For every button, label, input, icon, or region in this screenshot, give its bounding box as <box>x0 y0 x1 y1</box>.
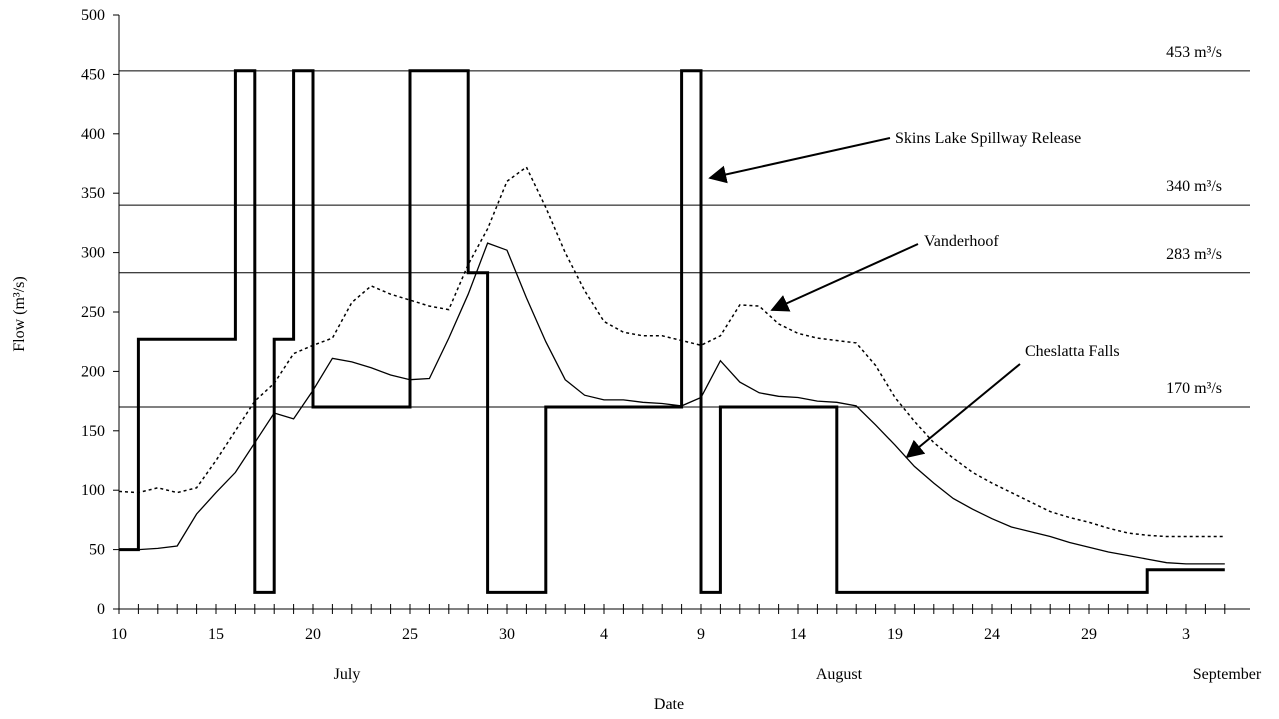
annotations: Skins Lake Spillway Release Vanderhoof Che… <box>708 130 1120 459</box>
axes: 0 50 100 150 200 250 300 350 400 450 500 10 15 20 25 30… <box>81 7 1262 683</box>
x-tick-label: 15 <box>208 626 224 643</box>
y-tick-label: 50 <box>89 542 105 559</box>
x-axis-title: Date <box>654 696 684 713</box>
annotation-arrow <box>905 363 1021 459</box>
x-tick-label: 20 <box>305 626 321 643</box>
y-axis-title: Flow (m³/s) <box>11 276 28 351</box>
x-tick-label: 3 <box>1182 626 1190 643</box>
x-tick-label: 24 <box>984 626 1000 643</box>
reference-lines: 453 m³/s 340 m³/s 283 m³/s 170 m³/s <box>119 44 1250 408</box>
series-line-cheslatta-falls <box>119 242 1225 565</box>
series-group <box>118 69 1225 594</box>
annotation-label: Vanderhoof <box>924 233 999 250</box>
month-label: September <box>1193 666 1262 683</box>
x-tick-label: 10 <box>111 626 127 643</box>
annotation-arrow <box>770 243 919 312</box>
y-tick-label: 400 <box>81 126 105 143</box>
annotation-label: Cheslatta Falls <box>1025 343 1120 360</box>
month-label: August <box>816 666 863 683</box>
y-tick-label: 300 <box>81 245 105 262</box>
y-tick-label: 450 <box>81 66 105 83</box>
series-line-vanderhoof <box>118 165 1225 538</box>
y-tick-label: 350 <box>81 185 105 202</box>
y-tick-label: 200 <box>81 363 105 380</box>
reference-line-label: 283 m³/s <box>1166 246 1222 263</box>
y-tick-label: 500 <box>81 7 105 24</box>
x-tick-label: 25 <box>402 626 418 643</box>
annotation-label: Skins Lake Spillway Release <box>895 130 1081 147</box>
reference-line-label: 340 m³/s <box>1166 178 1222 195</box>
y-tick-label: 0 <box>97 601 105 618</box>
y-tick-label: 100 <box>81 482 105 499</box>
annotation-arrow <box>708 137 891 184</box>
x-tick-label: 4 <box>600 626 608 643</box>
x-tick-label: 9 <box>697 626 705 643</box>
x-tick-label: 19 <box>887 626 903 643</box>
x-tick-label: 29 <box>1081 626 1097 643</box>
x-tick-label: 14 <box>790 626 806 643</box>
y-tick-label: 250 <box>81 304 105 321</box>
reference-line-label: 453 m³/s <box>1166 44 1222 61</box>
month-label: July <box>334 666 361 683</box>
reference-line-label: 170 m³/s <box>1166 380 1222 397</box>
x-tick-label: 30 <box>499 626 515 643</box>
series-line-skins-lake-spillway-release <box>119 69 1225 594</box>
y-tick-label: 150 <box>81 423 105 440</box>
